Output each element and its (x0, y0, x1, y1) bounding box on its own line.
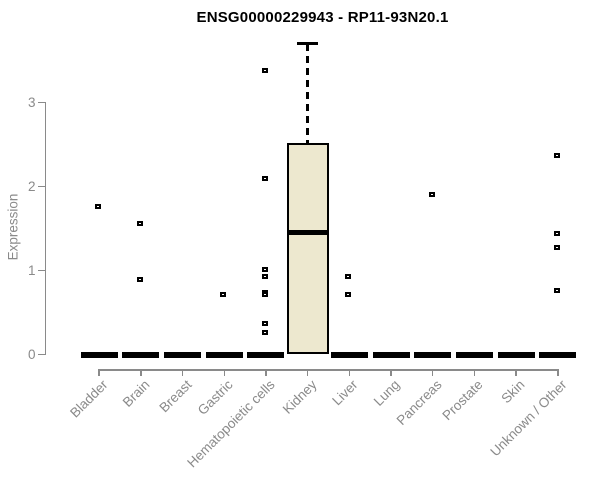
x-tick (306, 369, 309, 376)
outlier-point (136, 277, 143, 283)
collapsed-box (122, 351, 160, 358)
x-tick (390, 369, 392, 376)
outlier-point (345, 292, 352, 298)
x-tick (348, 369, 351, 376)
collapsed-box (372, 351, 410, 358)
outlier-point (553, 152, 560, 158)
collapsed-box (247, 351, 285, 358)
x-tick (181, 369, 184, 376)
collapsed-box (205, 351, 243, 358)
collapsed-box (455, 351, 493, 358)
x-tick (140, 369, 142, 376)
collapsed-box (164, 351, 202, 358)
outlier-point (553, 288, 560, 294)
y-axis-line (44, 102, 47, 355)
x-tick (265, 369, 267, 376)
x-tick (515, 369, 517, 376)
y-tick-label: 1 (27, 262, 36, 278)
outlier-point (136, 220, 143, 226)
x-tick (223, 369, 226, 376)
outlier-point (261, 273, 268, 279)
box (286, 142, 329, 355)
y-tick (37, 185, 46, 188)
collapsed-box (330, 351, 368, 358)
x-tick (557, 369, 559, 376)
y-tick (37, 353, 46, 356)
chart-title: ENSG00000229943 - RP11-93N20.1 (196, 9, 449, 26)
outlier-point (261, 292, 268, 298)
outlier-point (261, 68, 268, 74)
outlier-point (261, 320, 268, 326)
median-line (288, 230, 327, 236)
outlier-point (261, 267, 268, 273)
y-tick (37, 269, 46, 272)
y-tick-label: 2 (27, 178, 36, 194)
collapsed-box (80, 351, 118, 358)
outlier-point (95, 204, 102, 210)
whisker-upper (306, 43, 310, 143)
outlier-point (261, 175, 268, 181)
outlier-point (553, 231, 560, 237)
y-tick-label: 0 (27, 346, 36, 362)
x-axis-line (99, 369, 558, 371)
x-tick (98, 369, 100, 376)
outlier-point (345, 273, 352, 279)
outlier-point (261, 330, 268, 336)
collapsed-box (414, 351, 452, 358)
outlier-point (220, 291, 227, 297)
collapsed-box (497, 351, 535, 358)
outlier-point (553, 245, 560, 251)
whisker-cap-upper (297, 41, 319, 46)
x-tick (473, 369, 476, 376)
x-tick (431, 369, 434, 376)
y-tick (37, 101, 46, 104)
collapsed-box (539, 351, 577, 358)
y-tick-label: 3 (27, 94, 36, 110)
outlier-point (428, 192, 435, 198)
